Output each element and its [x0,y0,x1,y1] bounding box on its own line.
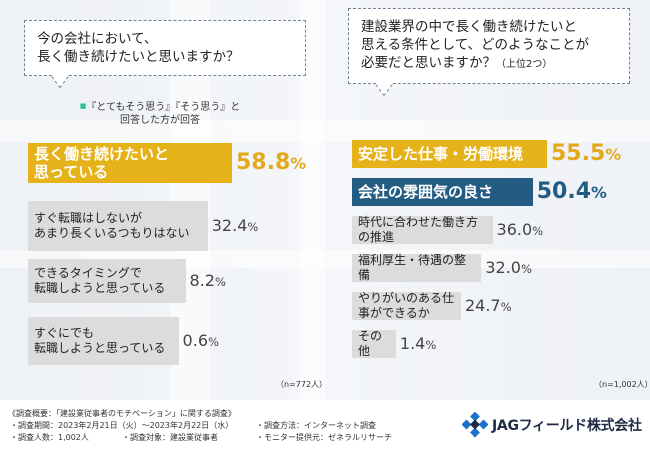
value-number: 8.2 [190,271,215,290]
value-label-5: 24.7% [465,296,512,315]
bar-label-line: あまり長くいるつもりはない [34,226,190,241]
value-number: 0.6 [183,331,208,350]
value-unit: % [501,300,512,314]
bar-label-1: 長く働き続けたいと 思っている [34,145,169,181]
bar-label-2: 会社の雰囲気の良さ [358,183,493,201]
bar-6: その他 [352,330,396,358]
footer-survey-title: 《調査概要：「建設業従事者のモチベーション」に関する調査》 [8,408,236,419]
left-note-line-1: 『とてもそう思う』『そう思う』と [86,102,240,113]
right-question-line-1: 建設業界の中で長く働き続けたいと [361,18,617,36]
value-number: 24.7 [465,296,501,315]
bar-4: 福利厚生・待遇の整備 [352,254,481,282]
value-number: 58.8 [236,150,290,175]
footer-provider: ・モニター提供元：ゼネラルリサーチ [256,432,392,443]
bar-1: 長く働き続けたいと 思っている [28,143,232,183]
bar-label-4: すぐにでも 転職しようと思っている [34,326,165,356]
logo-text: JAGフィールド株式会社 [492,415,642,435]
jag-logo-icon [462,412,488,438]
footer-method: ・調査方法：インターネット調査 [256,420,376,431]
bar-label-line: 転職しようと思っている [34,281,165,296]
value-label-1: 55.5% [551,141,621,166]
left-question-box: 今の会社において、 長く働き続けたいと思いますか？ [24,20,306,76]
right-question-suffix: （上位2つ） [496,59,552,70]
right-question-line-2: 思える条件として、どのようなことが [361,36,617,54]
bar-2: 会社の雰囲気の良さ [352,178,533,206]
bar-label-line: やりがいのある仕事ができるか [358,291,455,321]
bar-4: すぐにでも 転職しようと思っている [28,317,179,365]
bar-2: すぐ転職はしないが あまり長くいるつもりはない [28,201,208,251]
bar-label-line: 長く働き続けたいと [34,145,169,163]
left-question-line-1: 今の会社において、 [37,30,293,48]
value-unit: % [532,224,543,238]
bar-label-line: 安定した仕事・労働環境 [358,145,523,163]
bar-1: 安定した仕事・労働環境 [352,140,547,168]
value-label-4: 32.0% [485,258,532,277]
value-unit: % [247,220,258,234]
value-number: 55.5 [551,141,605,166]
bar-label-5: やりがいのある仕事ができるか [358,291,455,321]
value-unit: % [591,183,607,202]
right-question-box: 建設業界の中で長く働き続けたいと 思える条件として、どのようなことが 必要だと思… [348,8,630,84]
left-note: ■『とてもそう思う』『そう思う』と 回答した方が回答 [60,100,260,127]
bar-label-1: 安定した仕事・労働環境 [358,145,523,163]
value-number: 32.4 [212,216,248,235]
bar-label-3: できるタイミングで 転職しようと思っている [34,266,165,296]
bar-label-line: すぐ転職はしないが [34,211,190,226]
bar-label-line: 福利厚生・待遇の整備 [358,253,475,283]
bar-label-line: 会社の雰囲気の良さ [358,183,493,201]
value-label-2: 50.4% [537,179,607,204]
value-number: 32.0 [485,258,521,277]
value-number: 1.4 [400,334,425,353]
value-label-6: 1.4% [400,334,436,353]
value-label-3: 8.2% [190,271,226,290]
value-unit: % [425,338,436,352]
right-sample-size: （n=1,002人） [594,379,650,390]
bar-label-line: できるタイミングで [34,266,165,281]
value-label-1: 58.8% [236,150,306,175]
footer-period: ・調査期間：2023年2月21日（火）～2023年2月22日（水） [10,420,233,431]
footer-count: ・調査人数：1,002人 [10,432,89,443]
bar-label-line: 転職しようと思っている [34,341,165,356]
bar-label-line: すぐにでも [34,326,165,341]
left-question-line-2: 長く働き続けたいと思いますか？ [37,48,293,66]
bar-label-3: 時代に合わせた働き方の推進 [358,215,487,245]
value-number: 50.4 [537,179,591,204]
bar-label-line: その他 [358,329,390,359]
left-sample-size: （n=772人） [276,379,327,390]
bar-label-line: 時代に合わせた働き方の推進 [358,215,487,245]
company-logo: JAGフィールド株式会社 [462,412,642,438]
value-unit: % [605,145,621,164]
value-unit: % [215,275,226,289]
bar-3: できるタイミングで 転職しようと思っている [28,259,186,303]
bar-5: やりがいのある仕事ができるか [352,292,461,320]
bar-3: 時代に合わせた働き方の推進 [352,216,493,244]
value-unit: % [521,262,532,276]
bar-label-2: すぐ転職はしないが あまり長くいるつもりはない [34,211,190,241]
bar-label-6: その他 [358,329,390,359]
value-label-2: 32.4% [212,216,259,235]
bar-label-4: 福利厚生・待遇の整備 [358,253,475,283]
left-note-line-2: 回答した方が回答 [60,114,260,127]
value-label-3: 36.0% [497,220,544,239]
value-label-4: 0.6% [183,331,219,350]
footer-target: ・調査対象：建設業従事者 [122,432,218,443]
bar-label-line: 思っている [34,163,169,181]
value-unit: % [208,335,219,349]
value-unit: % [290,154,306,173]
value-number: 36.0 [497,220,533,239]
right-question-line-3: 必要だと思いますか？ [361,55,496,71]
